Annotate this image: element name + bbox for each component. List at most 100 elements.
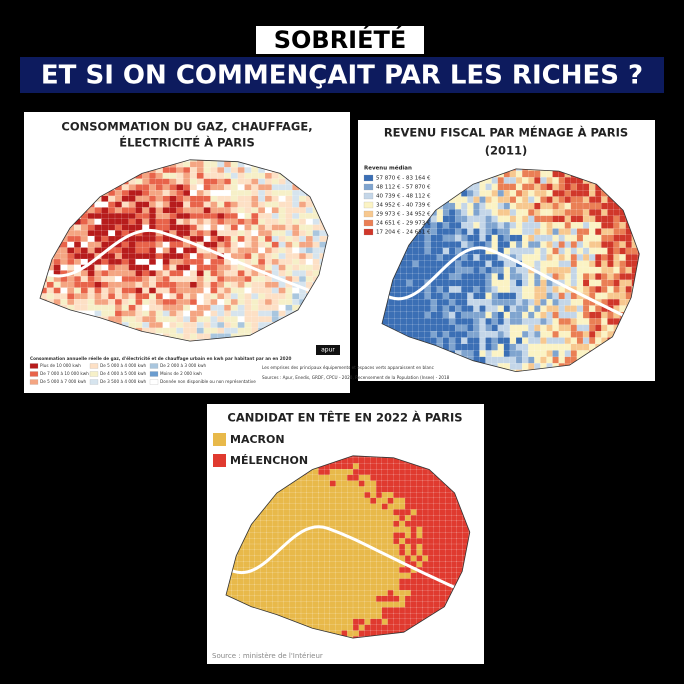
map-cell [552, 196, 560, 204]
map-cell [183, 281, 191, 289]
map-cell [422, 497, 429, 505]
map-cell [455, 311, 462, 319]
map-cell [335, 497, 342, 505]
map-cell [433, 561, 441, 568]
map-cell [264, 213, 273, 220]
map-cell [318, 607, 325, 614]
map-cell [251, 316, 259, 323]
map-cell [149, 172, 157, 180]
legend-label: De 2 000 à 3 000 kwh [160, 363, 207, 368]
map-cell [230, 167, 239, 174]
map-cell [224, 281, 232, 289]
map-cell [564, 356, 572, 364]
map-cell [295, 492, 302, 499]
map-cell [217, 287, 225, 294]
map-cell [558, 305, 566, 313]
map-cell [176, 172, 184, 180]
map-cell [260, 549, 267, 557]
map-cell [230, 264, 239, 271]
map-cell [595, 311, 602, 319]
map-cell [393, 613, 400, 620]
map-cell [299, 270, 307, 277]
map-cell [264, 281, 273, 289]
map-cell [271, 293, 280, 300]
legend-swatch [213, 433, 226, 446]
map-cell [400, 311, 407, 319]
map-cell [376, 618, 383, 626]
map-cell [442, 215, 450, 223]
map-cell [503, 331, 511, 338]
map-cell [515, 311, 523, 319]
map-cell [358, 474, 366, 482]
map-cell [558, 331, 566, 338]
map-cell [442, 324, 450, 332]
map-cell [393, 469, 400, 476]
map-cell [347, 561, 354, 568]
map-cell [601, 324, 608, 332]
map-cell [283, 561, 290, 568]
map-cell [341, 561, 348, 568]
map-cell [534, 343, 541, 351]
map-cell [433, 543, 441, 551]
map-cell [237, 561, 244, 568]
map-cell [479, 292, 487, 300]
map-cell [485, 292, 493, 300]
map-cell [376, 601, 383, 608]
map-cell [448, 318, 456, 326]
map-cell [412, 299, 420, 306]
map-cell [101, 310, 109, 317]
map-cell [108, 224, 116, 231]
map-cell [430, 247, 438, 255]
map-cell [394, 286, 401, 294]
logo-box [316, 345, 340, 355]
map-cell [318, 578, 325, 585]
map-cell [427, 595, 435, 603]
map-cell [283, 549, 290, 557]
map-cell [285, 213, 293, 220]
map-cell [404, 549, 412, 557]
map-cell [619, 273, 627, 281]
map-cell [249, 572, 256, 580]
map-cell [509, 343, 517, 351]
map-cell [358, 624, 366, 631]
map-cell [381, 590, 389, 597]
map-cell [347, 486, 354, 493]
map-cell [546, 292, 554, 300]
map-cell [318, 492, 325, 499]
map-cell [364, 613, 371, 620]
map-cell [312, 469, 319, 476]
map-cell [142, 276, 150, 283]
map-cell [467, 343, 474, 351]
map-cell [461, 273, 468, 281]
map-cell [341, 590, 348, 597]
map-cell [230, 184, 239, 191]
map-cell [473, 279, 480, 287]
map-cell [436, 209, 444, 217]
map-cell [370, 457, 377, 464]
map-cell [576, 260, 584, 268]
map-cell [285, 304, 293, 312]
map-cell [522, 254, 529, 262]
map-cell [101, 281, 109, 289]
map-cell [451, 567, 458, 574]
map-cell [289, 572, 296, 580]
map-cell [352, 584, 360, 591]
map-cell [404, 492, 412, 499]
map-cell [142, 218, 150, 225]
map-cell [347, 595, 354, 603]
map-cell [589, 311, 596, 319]
map-cell [260, 572, 267, 580]
map-cell [264, 190, 273, 197]
map-cell [289, 595, 296, 603]
map-cell [430, 299, 438, 306]
map-cell [306, 509, 314, 516]
map-cell [540, 196, 547, 204]
map-cell [410, 590, 417, 597]
map-cell [352, 578, 360, 585]
map-cell [422, 601, 429, 608]
map-cell [445, 567, 452, 574]
map-cell [442, 286, 450, 294]
map-cell [601, 318, 608, 326]
map-cell [94, 201, 102, 208]
map-cell [376, 503, 383, 510]
